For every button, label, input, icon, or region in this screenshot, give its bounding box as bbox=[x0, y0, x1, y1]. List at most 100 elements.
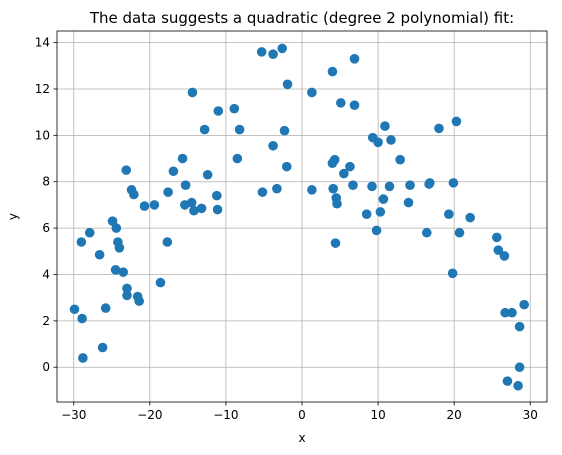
data-point bbox=[502, 376, 513, 386]
data-point bbox=[118, 267, 128, 277]
data-point bbox=[155, 277, 166, 288]
data-point bbox=[97, 342, 108, 353]
data-point bbox=[451, 116, 462, 127]
data-point bbox=[519, 299, 529, 310]
data-point bbox=[380, 121, 390, 131]
data-point bbox=[149, 200, 160, 210]
data-point bbox=[84, 227, 95, 238]
data-point bbox=[189, 205, 199, 216]
y-tick-label: 10 bbox=[35, 128, 50, 142]
data-point bbox=[493, 245, 504, 255]
data-point bbox=[348, 180, 358, 190]
data-point bbox=[168, 166, 179, 177]
data-point bbox=[122, 290, 132, 301]
data-point bbox=[403, 197, 414, 208]
grid-lines bbox=[57, 31, 547, 402]
data-point bbox=[177, 153, 188, 164]
data-point bbox=[162, 237, 173, 247]
y-axis-label: y bbox=[6, 213, 20, 220]
data-point bbox=[336, 98, 346, 108]
data-point bbox=[234, 124, 245, 135]
data-point bbox=[499, 251, 510, 261]
x-axis-label: x bbox=[298, 431, 305, 445]
data-point bbox=[507, 307, 517, 318]
data-point bbox=[500, 307, 510, 318]
data-point bbox=[378, 194, 389, 204]
data-point bbox=[187, 87, 198, 98]
x-tick-label: 20 bbox=[447, 408, 462, 422]
data-point bbox=[211, 190, 222, 201]
data-point bbox=[444, 209, 454, 219]
data-point bbox=[339, 168, 349, 179]
data-point bbox=[384, 181, 395, 192]
data-point bbox=[199, 124, 210, 135]
y-tick-label: 14 bbox=[35, 36, 50, 50]
data-point bbox=[129, 189, 139, 200]
data-point bbox=[447, 268, 458, 279]
data-point bbox=[421, 227, 432, 238]
data-point bbox=[332, 198, 342, 209]
data-point bbox=[367, 181, 377, 192]
data-point bbox=[180, 180, 191, 190]
data-point bbox=[232, 153, 243, 164]
data-point bbox=[361, 209, 372, 219]
data-point bbox=[76, 237, 87, 247]
data-point bbox=[454, 227, 465, 238]
x-tick-label: 10 bbox=[370, 408, 385, 422]
data-point bbox=[110, 265, 121, 275]
data-point bbox=[386, 135, 396, 145]
data-point bbox=[307, 185, 317, 195]
data-point bbox=[425, 178, 435, 188]
data-point bbox=[186, 197, 197, 208]
data-point bbox=[163, 187, 173, 197]
y-tick-label: 8 bbox=[42, 175, 50, 189]
data-point bbox=[371, 225, 382, 236]
data-point bbox=[513, 380, 523, 391]
data-point bbox=[327, 66, 338, 77]
data-point bbox=[330, 238, 341, 248]
data-point bbox=[281, 161, 292, 172]
data-point bbox=[268, 140, 278, 151]
data-point bbox=[268, 49, 278, 59]
x-tick-label: 30 bbox=[523, 408, 538, 422]
data-point bbox=[349, 54, 360, 64]
data-point bbox=[94, 249, 105, 260]
x-tick-label: −20 bbox=[137, 408, 162, 422]
data-point bbox=[514, 321, 525, 332]
data-point bbox=[307, 87, 317, 98]
data-point bbox=[114, 243, 125, 253]
y-tick-label: 2 bbox=[42, 314, 50, 328]
data-point bbox=[279, 125, 290, 136]
data-point bbox=[345, 161, 355, 172]
data-point bbox=[405, 180, 415, 190]
data-point bbox=[257, 187, 268, 197]
chart-title: The data suggests a quadratic (degree 2 … bbox=[89, 9, 514, 27]
data-point bbox=[395, 154, 405, 165]
data-point bbox=[134, 296, 144, 306]
data-point bbox=[69, 304, 80, 315]
data-point bbox=[256, 47, 267, 57]
data-point bbox=[77, 313, 87, 324]
data-point bbox=[349, 100, 360, 110]
axis-ticks: −30 −20 −10 0 10 20 30 0 2 4 6 8 10 12 14 bbox=[35, 36, 538, 422]
data-point bbox=[328, 183, 338, 194]
y-tick-label: 12 bbox=[35, 82, 50, 96]
y-tick-label: 6 bbox=[42, 221, 50, 235]
data-point bbox=[229, 103, 240, 114]
data-point bbox=[277, 43, 288, 54]
data-point bbox=[373, 137, 383, 148]
x-tick-label: −10 bbox=[213, 408, 238, 422]
data-point bbox=[122, 283, 132, 294]
data-point bbox=[111, 223, 122, 233]
data-point bbox=[329, 154, 340, 165]
data-point bbox=[78, 353, 88, 363]
data-point bbox=[465, 212, 475, 223]
data-point bbox=[282, 79, 293, 90]
data-point bbox=[448, 178, 459, 188]
data-point bbox=[202, 169, 213, 180]
data-point bbox=[272, 183, 282, 194]
data-point bbox=[121, 165, 132, 175]
x-tick-label: 0 bbox=[298, 408, 306, 422]
